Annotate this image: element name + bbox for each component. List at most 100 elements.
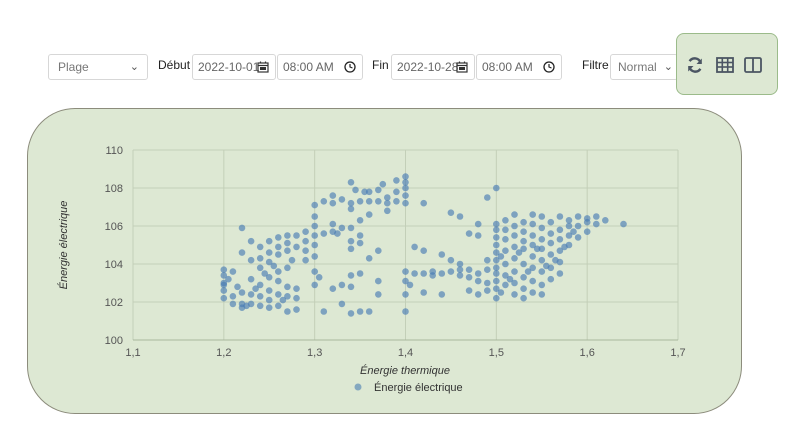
data-point[interactable] bbox=[502, 217, 509, 224]
data-point[interactable] bbox=[520, 260, 527, 268]
data-point[interactable] bbox=[547, 264, 555, 272]
data-point[interactable] bbox=[270, 262, 278, 270]
data-point[interactable] bbox=[574, 234, 582, 241]
data-point[interactable] bbox=[456, 213, 464, 220]
data-point[interactable] bbox=[275, 268, 282, 275]
data-point[interactable] bbox=[497, 253, 505, 260]
end-time-field[interactable]: 08:00 AM bbox=[476, 54, 562, 80]
data-point[interactable] bbox=[284, 308, 291, 315]
data-point[interactable] bbox=[538, 268, 546, 275]
data-point[interactable] bbox=[402, 184, 409, 192]
data-point[interactable] bbox=[252, 285, 259, 293]
data-point[interactable] bbox=[493, 226, 500, 234]
data-point[interactable] bbox=[547, 275, 555, 283]
data-point[interactable] bbox=[497, 289, 505, 296]
data-point[interactable] bbox=[520, 294, 527, 302]
data-point[interactable] bbox=[220, 272, 228, 279]
data-point[interactable] bbox=[515, 249, 523, 256]
data-point[interactable] bbox=[574, 222, 582, 230]
data-point[interactable] bbox=[474, 220, 482, 228]
data-point[interactable] bbox=[284, 293, 291, 300]
legend-label[interactable]: Énergie électrique bbox=[374, 381, 463, 394]
data-point[interactable] bbox=[275, 234, 282, 241]
data-point[interactable] bbox=[511, 211, 518, 218]
data-point[interactable] bbox=[565, 241, 573, 249]
filter-select[interactable]: Normal ⌄ bbox=[610, 54, 678, 80]
data-point[interactable] bbox=[547, 230, 555, 237]
data-point[interactable] bbox=[506, 275, 514, 283]
data-point[interactable] bbox=[284, 283, 291, 291]
data-point[interactable] bbox=[402, 199, 409, 207]
data-point[interactable] bbox=[247, 237, 255, 245]
data-point[interactable] bbox=[502, 281, 509, 289]
data-point[interactable] bbox=[556, 270, 564, 277]
data-point[interactable] bbox=[302, 256, 309, 264]
data-point[interactable] bbox=[529, 264, 536, 272]
data-point[interactable] bbox=[502, 260, 509, 268]
data-point[interactable] bbox=[420, 247, 428, 254]
data-point[interactable] bbox=[275, 243, 282, 251]
data-point[interactable] bbox=[247, 291, 255, 298]
data-point[interactable] bbox=[538, 224, 546, 232]
data-point[interactable] bbox=[229, 293, 237, 300]
data-point[interactable] bbox=[220, 287, 228, 294]
data-point[interactable] bbox=[365, 188, 373, 196]
data-point[interactable] bbox=[329, 220, 337, 228]
data-point[interactable] bbox=[493, 285, 500, 293]
data-point[interactable] bbox=[511, 243, 518, 251]
data-point[interactable] bbox=[465, 266, 473, 274]
clock-icon[interactable] bbox=[344, 61, 356, 73]
data-point[interactable] bbox=[520, 274, 527, 281]
data-point[interactable] bbox=[456, 272, 464, 279]
data-point[interactable] bbox=[365, 254, 373, 262]
data-point[interactable] bbox=[520, 228, 527, 235]
data-point[interactable] bbox=[447, 268, 455, 275]
data-point[interactable] bbox=[334, 230, 341, 237]
data-point[interactable] bbox=[265, 249, 273, 256]
data-point[interactable] bbox=[502, 247, 509, 254]
data-point[interactable] bbox=[511, 254, 518, 262]
data-point[interactable] bbox=[493, 294, 500, 302]
data-point[interactable] bbox=[247, 300, 255, 308]
data-point[interactable] bbox=[411, 270, 418, 277]
data-point[interactable] bbox=[420, 199, 428, 207]
data-point[interactable] bbox=[256, 281, 264, 289]
data-point[interactable] bbox=[538, 281, 546, 289]
data-point[interactable] bbox=[420, 289, 428, 296]
data-point[interactable] bbox=[302, 237, 309, 245]
data-point[interactable] bbox=[293, 285, 300, 293]
split-view-icon[interactable] bbox=[743, 55, 763, 75]
data-point[interactable] bbox=[329, 192, 337, 199]
data-point[interactable] bbox=[256, 293, 264, 300]
data-point[interactable] bbox=[347, 310, 355, 317]
data-point[interactable] bbox=[384, 194, 391, 201]
data-point[interactable] bbox=[356, 239, 364, 247]
data-point[interactable] bbox=[502, 236, 509, 243]
data-point[interactable] bbox=[484, 266, 491, 274]
data-point[interactable] bbox=[229, 300, 237, 308]
data-point[interactable] bbox=[347, 245, 355, 253]
data-point[interactable] bbox=[511, 222, 518, 230]
data-point[interactable] bbox=[429, 268, 437, 275]
data-point[interactable] bbox=[493, 241, 500, 249]
data-point[interactable] bbox=[406, 281, 414, 289]
data-point[interactable] bbox=[620, 220, 627, 228]
data-point[interactable] bbox=[311, 213, 319, 220]
data-point[interactable] bbox=[329, 199, 337, 207]
data-point[interactable] bbox=[275, 291, 282, 298]
start-time-field[interactable]: 08:00 AM bbox=[277, 54, 363, 80]
data-point[interactable] bbox=[511, 279, 518, 287]
data-point[interactable] bbox=[365, 198, 373, 205]
data-point[interactable] bbox=[311, 281, 319, 289]
data-point[interactable] bbox=[311, 222, 319, 230]
data-point[interactable] bbox=[225, 275, 232, 283]
data-point[interactable] bbox=[293, 306, 300, 313]
data-point[interactable] bbox=[320, 198, 328, 205]
data-point[interactable] bbox=[311, 253, 319, 260]
data-point[interactable] bbox=[484, 287, 491, 294]
data-point[interactable] bbox=[520, 285, 527, 293]
data-point[interactable] bbox=[520, 245, 527, 253]
data-point[interactable] bbox=[493, 249, 500, 256]
start-date-field[interactable]: 2022-10-01 bbox=[192, 54, 276, 80]
data-point[interactable] bbox=[602, 217, 609, 224]
